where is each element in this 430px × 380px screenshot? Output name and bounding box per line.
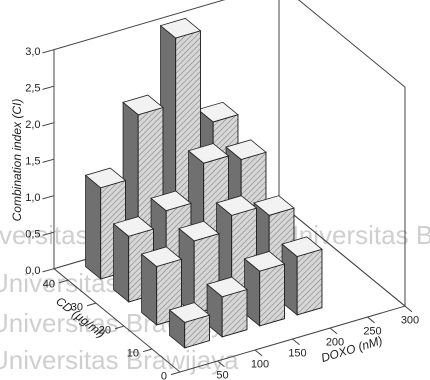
bar-front-hatch — [296, 248, 323, 316]
x-tick — [292, 338, 300, 346]
bar-top — [168, 302, 211, 323]
bar-top — [150, 190, 192, 212]
bar-top — [122, 94, 164, 116]
z-tick-label: 1,0 — [25, 192, 40, 204]
bar-top — [206, 276, 248, 298]
bar-top — [215, 195, 258, 216]
z-tick — [42, 85, 55, 90]
bar-top — [178, 220, 220, 242]
bar — [281, 236, 323, 316]
bars — [84, 17, 323, 349]
y-tick — [86, 302, 97, 307]
bar — [243, 251, 286, 327]
bar-top — [225, 139, 267, 160]
bar-side — [85, 174, 102, 280]
y-tick — [114, 325, 125, 330]
z-tick — [42, 231, 55, 236]
z-tick-label: 0,5 — [25, 228, 40, 240]
z-tick — [42, 195, 55, 200]
y-tick — [142, 348, 153, 353]
bar-side — [113, 223, 130, 303]
x-tick — [217, 360, 225, 368]
z-tick — [42, 122, 55, 127]
bar-top — [84, 167, 127, 189]
bar-top — [253, 195, 295, 216]
x-tick — [329, 327, 338, 335]
bar — [112, 216, 155, 303]
z-tick — [42, 158, 55, 163]
z-tick — [42, 268, 55, 273]
z-tick — [42, 49, 55, 54]
x-tick-label: 300 — [401, 315, 419, 327]
bar-top — [187, 143, 230, 164]
bar-front-hatch — [221, 288, 248, 338]
z-tick-label: 3,0 — [25, 46, 40, 58]
y-tick-label: 40 — [43, 279, 55, 291]
z-tick-label: 1,5 — [25, 155, 40, 167]
watermark-text: Universitas Brawijaya — [0, 345, 239, 375]
z-tick-label: 2,5 — [25, 82, 40, 94]
bar-top — [112, 216, 155, 237]
x-tick-label: 250 — [363, 326, 381, 338]
bar-top — [197, 101, 239, 123]
y-tick-label: 20 — [99, 325, 111, 337]
x-tick-label: 100 — [251, 359, 269, 371]
z-tick-label: 2,0 — [25, 119, 40, 131]
bar — [168, 302, 211, 349]
bar-top — [281, 236, 323, 257]
y-tick-label: 10 — [127, 348, 139, 360]
x-tick — [404, 305, 413, 313]
y-tick — [58, 279, 69, 284]
bar-front-hatch — [259, 263, 285, 327]
y-tick — [170, 371, 181, 376]
z-tick-label: 0,0 — [25, 265, 40, 277]
y-tick-label: 30 — [71, 302, 83, 314]
y-tick-label: 0 — [161, 371, 167, 380]
x-tick-label: 50 — [216, 370, 228, 380]
bar-top — [159, 17, 202, 39]
z-axis-title: Combination index (CI) — [10, 99, 24, 222]
bar — [140, 246, 183, 326]
x-tick-label: 200 — [326, 337, 344, 349]
bar-top — [243, 251, 286, 272]
x-tick — [367, 316, 375, 324]
x-tick-label: 150 — [288, 348, 306, 360]
bar-top — [140, 246, 183, 267]
bar — [206, 276, 248, 338]
x-tick — [254, 349, 263, 357]
